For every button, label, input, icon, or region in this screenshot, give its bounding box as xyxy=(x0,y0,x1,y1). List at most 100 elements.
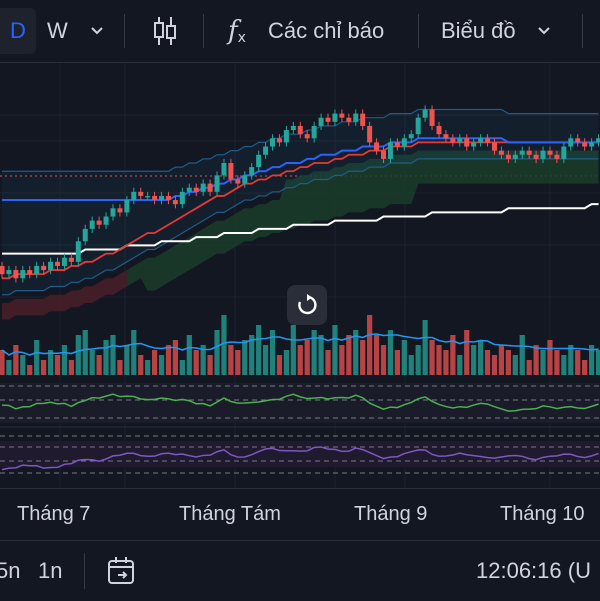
volume-bar xyxy=(41,360,47,375)
fx-glyph: f xyxy=(228,16,238,46)
candle-body xyxy=(374,142,380,151)
chart-menu-button[interactable]: Biểu đồ xyxy=(441,18,516,43)
candle-body xyxy=(34,265,40,275)
candle-body xyxy=(387,142,393,159)
candle-body xyxy=(339,113,345,118)
candle-body xyxy=(103,216,109,225)
candle-body xyxy=(214,175,220,192)
volume-bar xyxy=(256,325,262,375)
volume-bar xyxy=(269,330,276,375)
range-5n-button[interactable]: 5n xyxy=(0,558,21,583)
volume-bar xyxy=(138,355,144,375)
toolbar-divider xyxy=(582,14,583,48)
chart-toolbar: D W f x Các chỉ báo Biểu đồ xyxy=(0,0,600,63)
candle-body xyxy=(186,187,192,192)
candle-body xyxy=(276,138,282,143)
bottom-divider xyxy=(84,553,85,589)
cloud-green-area xyxy=(126,150,599,291)
volume-bar xyxy=(297,345,303,375)
fx-icon[interactable]: f x xyxy=(228,0,246,62)
candle-body xyxy=(145,195,151,198)
candlestick-icon[interactable] xyxy=(152,0,178,62)
volume-bar xyxy=(464,330,470,375)
volume-bar xyxy=(6,360,12,375)
time-axis[interactable]: Tháng 7 Tháng Tám Tháng 9 Tháng 10 xyxy=(0,488,600,541)
chart-pane[interactable] xyxy=(0,63,600,488)
rsi-line xyxy=(1,393,599,412)
candle-body xyxy=(221,163,227,176)
candle-body xyxy=(485,138,491,143)
candle-body xyxy=(471,142,477,147)
time-axis-label: Tháng Tám xyxy=(179,503,281,525)
volume-bar xyxy=(0,350,5,375)
volume-bar xyxy=(20,355,26,375)
candle-body xyxy=(27,270,33,275)
candle-body xyxy=(401,138,407,147)
candle-body xyxy=(235,179,241,184)
volume-bar xyxy=(82,330,88,375)
candle-body xyxy=(318,117,324,126)
volume-bar xyxy=(89,350,95,375)
time-axis-label: Tháng 7 xyxy=(17,503,91,525)
interval-dropdown-chevron-icon[interactable] xyxy=(90,0,104,62)
volume-bar xyxy=(304,340,310,375)
volume-bar xyxy=(471,345,477,375)
candle-body xyxy=(82,228,88,242)
volume-bar xyxy=(145,360,151,375)
time-axis-label: Tháng 9 xyxy=(354,503,428,525)
volume-bar xyxy=(27,365,33,375)
indicators-button[interactable]: Các chỉ báo xyxy=(268,18,385,43)
candle-body xyxy=(332,113,338,122)
volume-bar xyxy=(478,340,484,375)
candle-body xyxy=(193,187,199,192)
interval-w-button[interactable]: W xyxy=(47,18,68,43)
reset-chart-button[interactable] xyxy=(287,285,327,325)
candle-body xyxy=(304,134,310,139)
candle-body xyxy=(589,142,595,147)
volume-bar xyxy=(568,345,574,375)
volume-bar xyxy=(491,355,498,375)
volume-bar xyxy=(290,325,296,375)
clock-display[interactable]: 12:06:16 (U xyxy=(476,558,591,583)
candle-body xyxy=(457,138,463,143)
candle-body xyxy=(519,150,525,155)
range-1n-button[interactable]: 1n xyxy=(38,558,63,583)
volume-bar xyxy=(450,335,456,375)
volume-bar xyxy=(311,330,317,375)
volume-bar xyxy=(131,330,137,375)
bollinger-lower-line xyxy=(2,158,599,296)
interval-d-button[interactable]: D xyxy=(0,8,36,54)
volume-bar xyxy=(165,345,172,375)
chart-menu-chevron-icon[interactable] xyxy=(537,0,551,62)
volume-bar xyxy=(235,350,241,375)
candle-body xyxy=(124,200,130,213)
volume-bar xyxy=(75,335,81,375)
volume-bar xyxy=(54,355,61,375)
fx-subscript: x xyxy=(237,30,246,46)
candle-body xyxy=(450,138,456,143)
volume-bar xyxy=(387,330,394,375)
volume-bar xyxy=(110,335,116,375)
candle-body xyxy=(582,142,588,147)
volume-bar xyxy=(457,355,463,375)
candle-body xyxy=(346,117,352,122)
volume-bar xyxy=(582,360,588,375)
candle-body xyxy=(138,191,144,196)
candle-body xyxy=(512,154,518,159)
volume-bar xyxy=(179,360,185,375)
candle-body xyxy=(256,154,262,168)
candle-body xyxy=(408,134,414,139)
volume-bar xyxy=(117,360,123,375)
volume-bar xyxy=(373,335,380,375)
price-chart[interactable] xyxy=(0,63,600,488)
candle-body xyxy=(207,183,213,192)
volume-bar xyxy=(353,330,359,375)
volume-bar xyxy=(158,355,165,375)
volume-bar xyxy=(103,340,109,375)
volume-bar xyxy=(394,350,400,375)
calendar-goto-icon[interactable] xyxy=(106,541,138,601)
volume-bar xyxy=(200,345,206,375)
volume-bar xyxy=(207,355,213,375)
volume-bar xyxy=(401,340,407,375)
bollinger-fill xyxy=(2,109,599,295)
